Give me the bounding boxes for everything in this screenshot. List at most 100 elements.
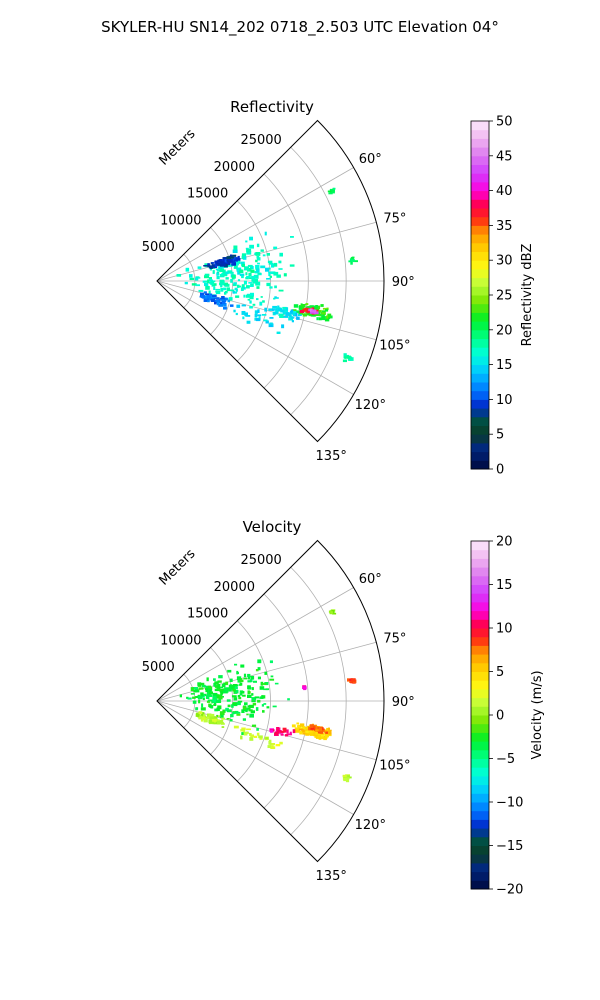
echo-gate [233, 265, 238, 269]
echo-gate [318, 311, 322, 313]
echo-gate [291, 320, 294, 323]
echo-gate [246, 728, 251, 731]
echo-gate [215, 297, 220, 300]
echo-gate [216, 694, 219, 698]
echo-gate [296, 316, 300, 320]
echo-gate [247, 267, 252, 272]
echo-gate [243, 673, 247, 678]
echo-gate [213, 721, 217, 725]
echo-gate [268, 272, 271, 277]
echo-gate [198, 711, 203, 714]
echo-gate [224, 689, 229, 693]
echo-gate [234, 689, 239, 694]
echo-gate [201, 295, 206, 299]
echo-gate [274, 296, 277, 299]
echo-gate [219, 261, 224, 263]
echo-gate [236, 713, 241, 716]
echo-gate [315, 730, 319, 735]
echo-gate [246, 320, 251, 324]
echo-gate [209, 688, 212, 693]
echo-gate [260, 265, 266, 269]
echo-gate [220, 686, 223, 689]
echo-gate [248, 709, 253, 712]
echo-gate [273, 311, 278, 315]
echo-gate [221, 726, 225, 728]
echo-gate [204, 275, 209, 279]
echo-gate [213, 716, 217, 720]
echo-gate [269, 286, 273, 289]
echo-gate [227, 669, 232, 673]
reflectivity-echoes [176, 187, 358, 363]
echo-gate [280, 731, 285, 733]
echo-gate [259, 301, 263, 306]
echo-gate [205, 286, 210, 290]
echo-gate [226, 261, 230, 266]
colorbar-tick-label: 35 [496, 219, 513, 234]
colorbar-segment [471, 784, 489, 794]
echo-gate [200, 692, 204, 697]
echo-gate [217, 720, 223, 723]
velocity-range-axis-label: Meters [157, 546, 199, 588]
colorbar-segment [471, 732, 489, 742]
echo-gate [197, 683, 202, 687]
echo-gate [273, 246, 278, 250]
echo-gate [278, 268, 283, 270]
echo-gate [236, 284, 240, 288]
echo-gate [310, 314, 316, 317]
echo-gate [214, 708, 219, 712]
echo-gate [343, 776, 348, 779]
colorbar-segment [471, 619, 489, 629]
colorbar-segment [471, 758, 489, 768]
azimuth-tick-label: 75° [383, 211, 406, 226]
echo-gate [235, 289, 238, 292]
velocity-echoes [179, 609, 357, 783]
echo-gate [246, 294, 251, 298]
echo-gate [265, 267, 270, 272]
colorbar-segment [471, 382, 489, 392]
echo-gate [225, 271, 229, 275]
echo-gate [263, 319, 268, 322]
colorbar-segment [471, 164, 489, 174]
echo-gate [289, 310, 294, 314]
echo-gate [237, 271, 241, 275]
colorbar-segment [471, 636, 489, 646]
echo-gate [223, 682, 226, 685]
echo-gate [213, 678, 216, 681]
echo-gate [224, 263, 228, 268]
colorbar-tick-label: 15 [496, 578, 513, 593]
echo-gate [239, 682, 243, 686]
echo-gate [323, 737, 327, 741]
echo-gate [257, 699, 261, 703]
echo-gate [253, 274, 258, 279]
echo-gate [186, 696, 189, 699]
colorbar-segment [471, 819, 489, 829]
echo-gate [222, 273, 227, 276]
echo-gate [207, 298, 210, 303]
colorbar-segment [471, 549, 489, 559]
echo-gate [239, 692, 243, 696]
echo-gate [243, 677, 248, 680]
echo-gate [245, 240, 248, 243]
echo-gate [262, 300, 265, 303]
echo-gate [304, 310, 307, 312]
echo-gate [246, 250, 252, 255]
echo-gate [238, 696, 242, 700]
echo-gate [219, 302, 224, 305]
echo-gate [242, 256, 247, 260]
echo-gate [292, 311, 297, 313]
echo-gate [212, 692, 218, 697]
echo-gate [185, 267, 190, 272]
colorbar-segment [471, 268, 489, 279]
echo-gate [189, 274, 193, 278]
echo-gate [298, 314, 302, 316]
echo-gate [244, 702, 248, 706]
echo-gate [247, 264, 253, 267]
echo-gate [224, 283, 230, 287]
echo-gate [216, 262, 221, 265]
echo-gate [328, 729, 332, 732]
echo-gate [234, 663, 238, 666]
reflectivity-range-axis-label: Meters [157, 126, 199, 168]
echo-gate [277, 308, 282, 311]
echo-gate [310, 727, 315, 730]
echo-gate [232, 291, 238, 294]
